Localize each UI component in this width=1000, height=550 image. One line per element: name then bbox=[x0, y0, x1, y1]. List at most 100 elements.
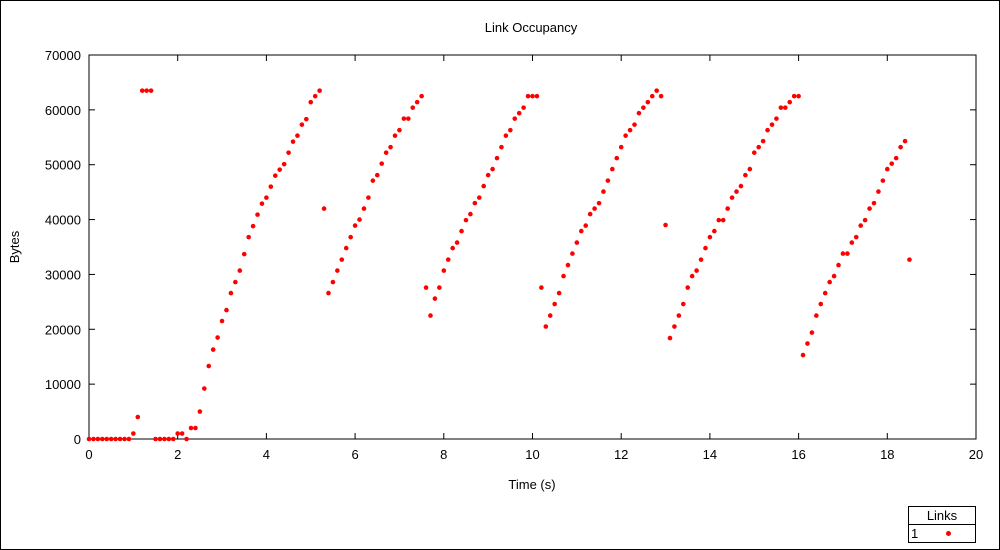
data-point bbox=[880, 178, 886, 183]
data-point bbox=[907, 257, 912, 262]
data-point bbox=[361, 206, 367, 211]
data-point bbox=[126, 436, 132, 442]
y-tick-label: 20000 bbox=[45, 322, 81, 337]
data-point bbox=[170, 436, 176, 442]
data-point bbox=[712, 228, 717, 234]
data-point bbox=[494, 155, 500, 161]
data-point bbox=[290, 139, 296, 144]
data-point bbox=[672, 324, 677, 329]
data-point bbox=[383, 150, 389, 155]
data-point bbox=[139, 88, 145, 93]
data-point bbox=[468, 211, 473, 217]
data-point bbox=[876, 189, 881, 194]
data-point bbox=[295, 133, 300, 138]
data-point bbox=[86, 436, 92, 442]
data-point bbox=[858, 223, 863, 228]
data-point bbox=[255, 212, 260, 217]
data-point bbox=[485, 172, 491, 178]
data-point bbox=[162, 436, 167, 442]
data-point bbox=[831, 273, 837, 279]
data-point bbox=[734, 189, 739, 194]
data-point bbox=[521, 105, 526, 110]
data-point bbox=[645, 99, 651, 105]
data-point bbox=[707, 234, 713, 240]
data-point bbox=[157, 436, 163, 442]
data-point bbox=[312, 93, 318, 99]
data-point bbox=[104, 436, 110, 442]
data-point bbox=[889, 161, 895, 166]
data-point bbox=[237, 268, 243, 273]
data-point bbox=[419, 93, 424, 99]
data-point bbox=[317, 88, 322, 93]
data-point bbox=[206, 363, 212, 369]
data-point bbox=[299, 122, 305, 127]
data-point bbox=[304, 116, 309, 122]
data-point bbox=[202, 386, 207, 391]
x-tick-label: 0 bbox=[85, 447, 92, 462]
data-point bbox=[401, 116, 407, 121]
data-point bbox=[769, 122, 775, 127]
data-point bbox=[135, 414, 141, 420]
legend-series-marker bbox=[946, 531, 951, 536]
data-point bbox=[246, 234, 251, 240]
data-point bbox=[188, 425, 194, 431]
data-point bbox=[534, 93, 540, 99]
data-point bbox=[587, 211, 593, 217]
data-point bbox=[357, 217, 362, 222]
plot-area-border bbox=[88, 54, 977, 440]
data-point bbox=[343, 245, 349, 251]
x-tick-label: 6 bbox=[351, 447, 358, 462]
data-point bbox=[512, 116, 518, 121]
data-point bbox=[796, 93, 801, 99]
y-tick-label: 70000 bbox=[45, 48, 81, 63]
data-point bbox=[623, 133, 628, 138]
y-tick-label: 30000 bbox=[45, 267, 81, 282]
y-tick-label: 40000 bbox=[45, 213, 81, 228]
data-point bbox=[756, 144, 761, 150]
data-point bbox=[836, 262, 841, 268]
data-point bbox=[862, 217, 868, 223]
data-point bbox=[570, 251, 575, 256]
data-point bbox=[122, 436, 127, 442]
data-point bbox=[694, 268, 699, 273]
data-point bbox=[840, 251, 846, 256]
data-point bbox=[547, 313, 553, 318]
data-point bbox=[264, 195, 269, 200]
data-point bbox=[596, 200, 602, 206]
data-point bbox=[379, 161, 385, 166]
data-point bbox=[352, 223, 358, 228]
legend: Links 1 bbox=[908, 506, 976, 543]
data-point bbox=[215, 335, 220, 340]
data-point bbox=[233, 279, 238, 285]
data-point bbox=[272, 173, 278, 178]
data-point bbox=[366, 195, 371, 200]
data-point bbox=[867, 206, 872, 211]
data-point bbox=[539, 285, 544, 290]
data-point bbox=[543, 324, 549, 329]
data-point bbox=[423, 285, 429, 290]
data-point bbox=[95, 436, 101, 442]
x-tick-label: 12 bbox=[614, 447, 628, 462]
data-point bbox=[716, 217, 722, 223]
data-point bbox=[703, 245, 708, 251]
data-point bbox=[348, 234, 353, 240]
data-point bbox=[641, 105, 646, 110]
x-tick-label: 8 bbox=[440, 447, 447, 462]
data-point bbox=[410, 105, 416, 110]
data-point bbox=[610, 166, 615, 172]
data-point bbox=[530, 93, 535, 99]
data-point bbox=[392, 133, 398, 138]
data-point bbox=[476, 195, 482, 200]
data-point bbox=[437, 285, 442, 290]
data-point bbox=[751, 150, 757, 155]
data-point bbox=[778, 105, 784, 110]
data-point bbox=[472, 200, 478, 206]
data-point bbox=[397, 127, 402, 133]
data-point bbox=[605, 178, 611, 183]
data-point bbox=[578, 228, 584, 234]
data-point bbox=[805, 341, 810, 346]
data-point bbox=[729, 195, 735, 200]
data-point bbox=[454, 240, 460, 245]
